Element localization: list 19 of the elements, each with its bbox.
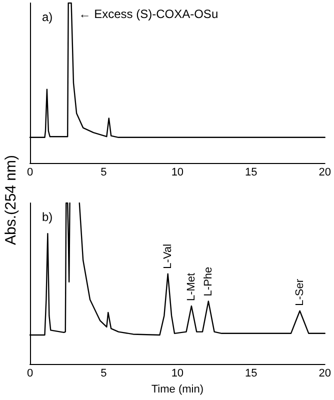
x-tick-label: 0 bbox=[26, 166, 34, 178]
x-tick-label: 15 bbox=[245, 368, 258, 380]
y-axis-title: Abs.(254 nm) bbox=[2, 154, 20, 246]
x-tick-label: 20 bbox=[318, 166, 332, 178]
x-axis-title: Time (min) bbox=[151, 383, 204, 396]
annotation: L-Ser bbox=[294, 278, 306, 306]
annotation: a) bbox=[42, 10, 53, 24]
annotation: L-Met bbox=[185, 272, 198, 302]
x-tick-label: 15 bbox=[245, 166, 258, 178]
annotation: ← Excess (S)-COXA-OSu bbox=[78, 7, 218, 22]
annotation: L-Phe bbox=[202, 266, 214, 296]
x-tick-label: 10 bbox=[171, 368, 184, 380]
x-tick-label: 5 bbox=[100, 368, 107, 380]
x-tick-label: 0 bbox=[26, 368, 34, 380]
x-tick-label: 10 bbox=[171, 166, 184, 178]
annotation: L-Val bbox=[162, 244, 174, 269]
x-tick-label: 5 bbox=[100, 166, 107, 178]
x-tick-label: 20 bbox=[318, 368, 332, 380]
annotation: b) bbox=[42, 210, 53, 224]
